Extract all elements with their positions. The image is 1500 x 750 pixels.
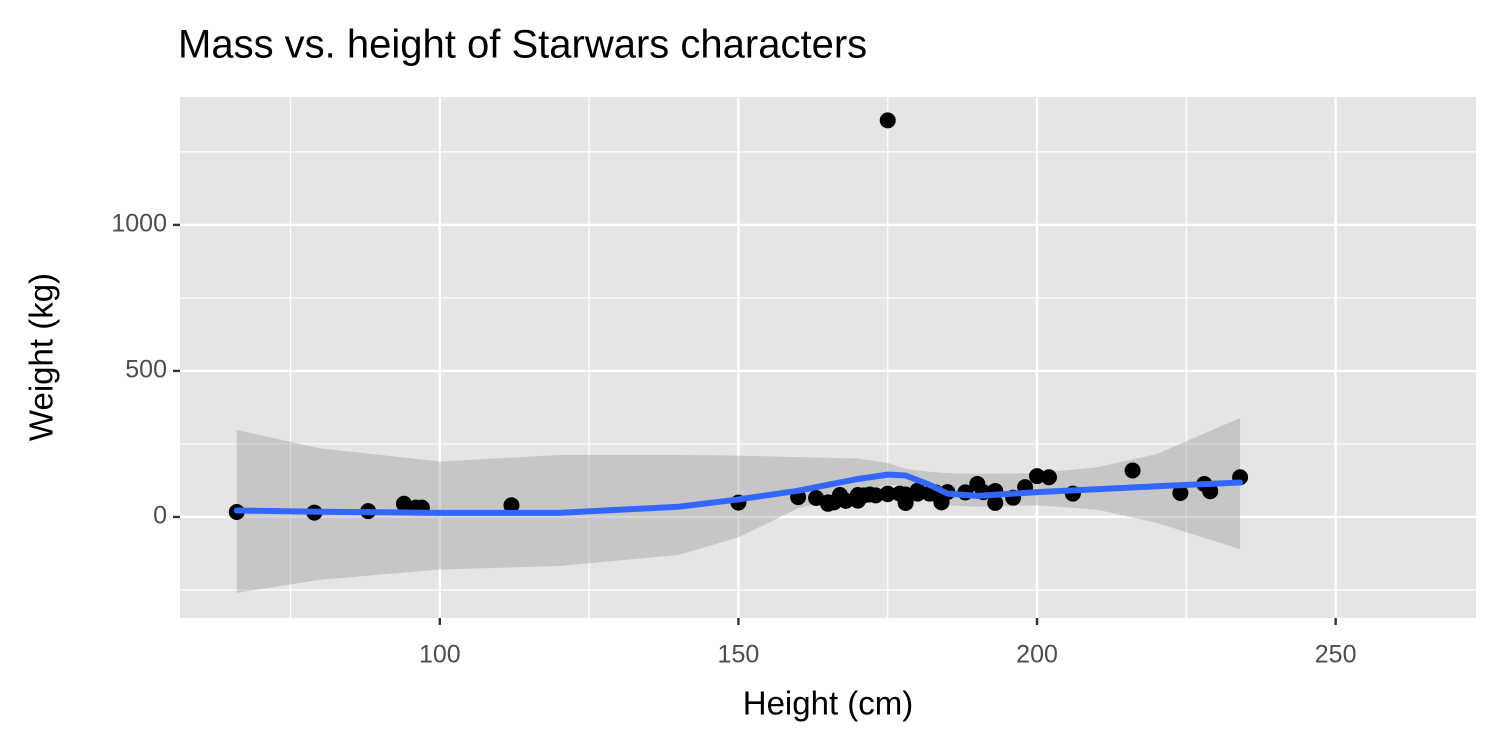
chart-title: Mass vs. height of Starwars characters <box>178 23 867 67</box>
point <box>867 487 884 504</box>
point <box>879 486 896 503</box>
x-tick-label: 200 <box>1016 641 1058 669</box>
y-axis-label: Weight (kg) <box>23 273 60 441</box>
point <box>1172 485 1189 502</box>
x-tick-label: 150 <box>718 641 760 669</box>
y-tick-label: 500 <box>125 356 167 384</box>
point <box>1202 483 1219 500</box>
smooth-line <box>233 471 1244 516</box>
x-axis-label: Height (cm) <box>743 685 914 722</box>
x-tick-label: 250 <box>1315 641 1357 669</box>
plot-panel <box>180 97 1476 618</box>
y-tick-label: 0 <box>153 502 167 530</box>
point <box>1040 469 1057 486</box>
point <box>987 494 1004 511</box>
y-tick-label: 1000 <box>111 210 167 238</box>
x-tick-label: 100 <box>419 641 461 669</box>
point <box>1124 462 1141 479</box>
point <box>837 492 854 509</box>
point <box>909 482 926 499</box>
point <box>879 112 896 129</box>
point <box>1029 468 1046 485</box>
point <box>503 497 520 514</box>
